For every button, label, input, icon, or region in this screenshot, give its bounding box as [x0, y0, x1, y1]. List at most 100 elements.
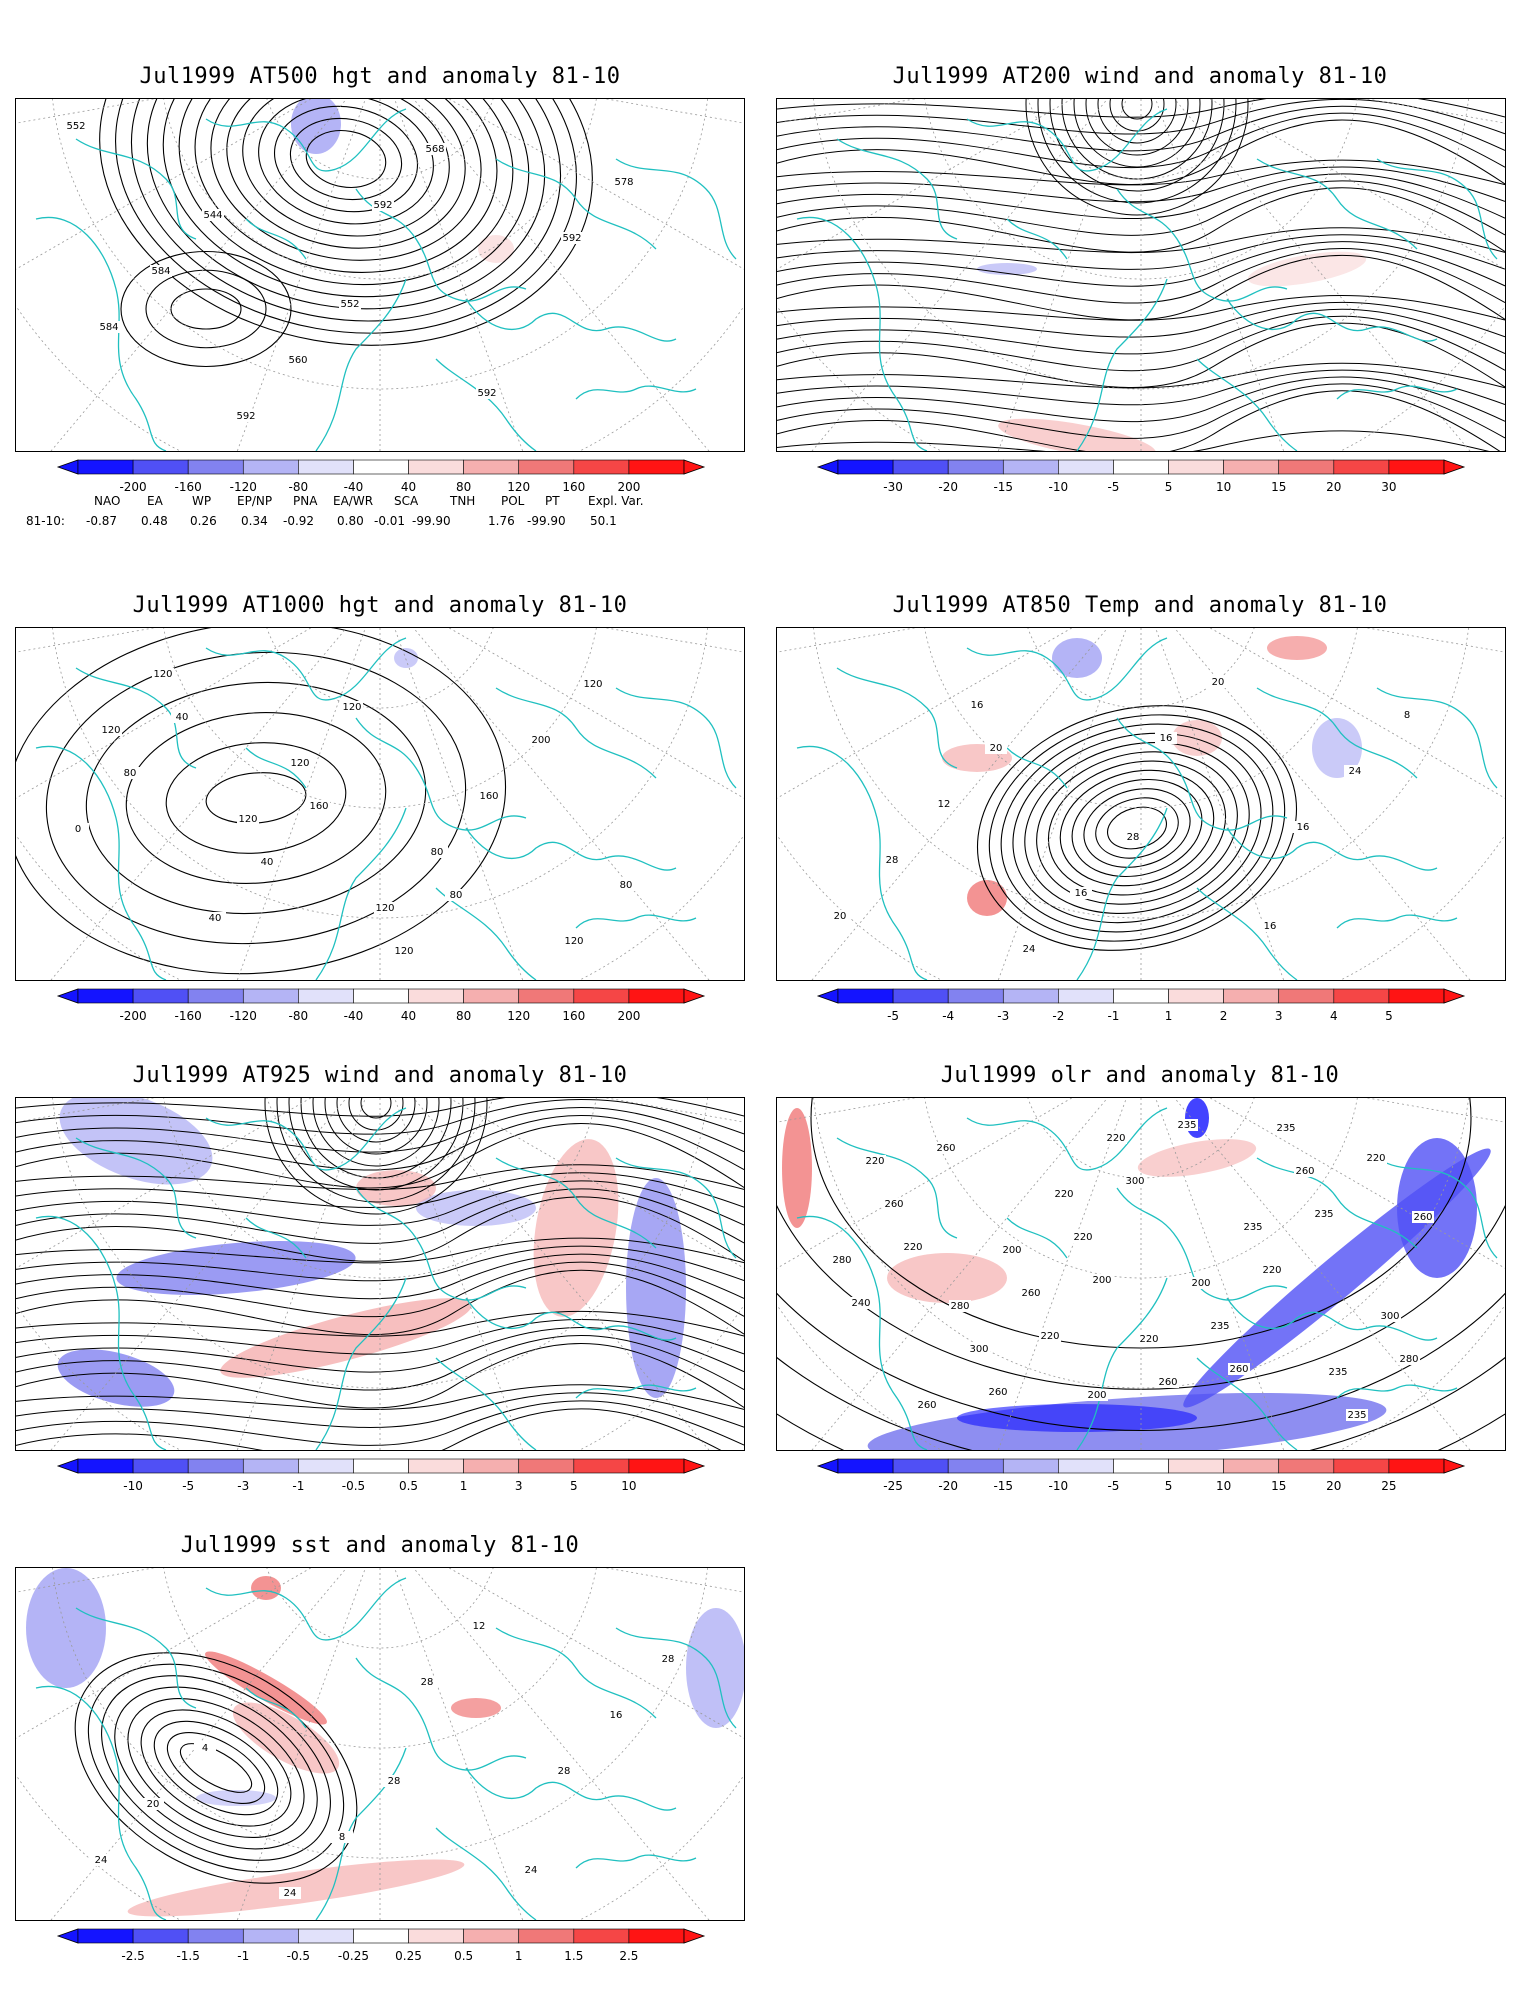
label-bg — [279, 1887, 301, 1899]
label-bg — [383, 1775, 405, 1787]
coastlines — [796, 1107, 1498, 1450]
streamlines — [16, 1098, 744, 1450]
label-bg — [289, 757, 311, 769]
index-value: 0.48 — [141, 514, 168, 528]
label-bg — [987, 1386, 1009, 1398]
anomaly-shade — [205, 1651, 327, 1725]
colorbar-arrow-left — [56, 1928, 79, 1944]
colorbar-swatch — [518, 1928, 575, 1944]
label-bg — [308, 800, 330, 812]
colorbar-swatch — [892, 988, 949, 1004]
colorbar-swatch — [132, 1458, 189, 1474]
colorbar-swatch — [1278, 988, 1335, 1004]
contour-label: 20 — [147, 1799, 160, 1810]
label-bg — [1207, 676, 1229, 688]
label-bg — [1124, 1175, 1146, 1187]
label-bg — [339, 298, 361, 310]
label-bg — [985, 742, 1007, 754]
label-bg — [1327, 1366, 1349, 1378]
map-wind925 — [15, 1097, 745, 1451]
colorbar-tick-label: 40 — [400, 1009, 417, 1023]
anomaly-shade — [1267, 636, 1327, 660]
label-bg — [424, 143, 446, 155]
contour-label: 560 — [288, 355, 307, 366]
contour-label: 592 — [562, 233, 581, 244]
contour-label: 240 — [851, 1298, 870, 1309]
contour-label: 584 — [151, 266, 170, 277]
index-value: 0.80 — [337, 514, 364, 528]
label-bg — [171, 711, 193, 723]
panel-title: Jul1999 sst and anomaly 81-10 — [180, 1533, 580, 1558]
contour-label: 120 — [290, 758, 309, 769]
contour-label: 28 — [388, 1776, 401, 1787]
contour-label: 120 — [238, 814, 257, 825]
map-canvas: 20 28 16 8 12 16 20 24 28 24 16 16 20 16 — [777, 628, 1505, 980]
label-bg — [1412, 1211, 1434, 1223]
anomaly-shade — [957, 1404, 1197, 1432]
contour-label: 80 — [450, 890, 463, 901]
label-bg — [831, 1254, 853, 1266]
colorbar-tick-label: 1.5 — [564, 1949, 584, 1963]
colorbar-arrow-right — [1443, 1458, 1466, 1474]
anomaly-shade — [782, 1108, 812, 1228]
contour-lines — [976, 705, 1298, 951]
anomaly-shade — [1247, 251, 1367, 287]
colorbar-ticks: -2.5 -1.5 -1 -0.5 -0.25 0.25 0.5 1 1.5 2.5 — [58, 1949, 704, 1965]
label-bg — [393, 945, 415, 957]
colorbar-tick-label: -4 — [942, 1009, 955, 1023]
anomaly-shade — [998, 418, 1156, 451]
label-bg — [902, 1241, 924, 1253]
label-bg — [372, 199, 394, 211]
contour-lines — [74, 1652, 358, 1884]
anomaly-shade — [26, 1568, 106, 1688]
index-value: -99.90 — [527, 514, 566, 528]
contour-label: 24 — [95, 1855, 108, 1866]
colorbar-sst: -2.5 -1.5 -1 -0.5 -0.25 0.25 0.5 1 1.5 2.5 — [56, 1928, 706, 1967]
teleconnection-indices: NAO EA WP EP/NP PNA EA/WR SCA TNH POL PT… — [0, 494, 760, 534]
contour-label: 4 — [202, 1743, 208, 1754]
label-bg — [1379, 1310, 1401, 1322]
colorbar-swatch — [518, 459, 575, 475]
contour-label: 220 — [1073, 1232, 1092, 1243]
contour-lines — [120, 250, 292, 368]
colorbar-swatch — [187, 1928, 244, 1944]
colorbar-tick-label: 2 — [1219, 1009, 1228, 1023]
colorbar-tick-label: -20 — [938, 480, 958, 494]
colorbar-tick-label: 0.5 — [398, 1479, 419, 1493]
colorbar-swatch — [573, 988, 630, 1004]
label-bg — [287, 354, 309, 366]
contour-label: 584 — [99, 322, 118, 333]
colorbar-swatch — [463, 1458, 520, 1474]
colorbar-tick-label: 15 — [1271, 480, 1287, 494]
anomaly-shade — [291, 99, 341, 154]
anomaly-shade — [1185, 1098, 1209, 1138]
colorbar-swatch — [353, 1928, 409, 1944]
index-row-label: 81-10: — [26, 514, 65, 528]
panel-title: Jul1999 olr and anomaly 81-10 — [940, 1063, 1340, 1088]
index-header: SCA — [394, 494, 419, 508]
colorbar-tick-label: 2.5 — [619, 1949, 639, 1963]
panel-sst: Jul1999 sst and anomaly 81-10 28 24 28 4 8 12… — [0, 1485, 760, 1985]
colorbar-tick-label: 3 — [1274, 1009, 1283, 1023]
contour-label: 200 — [531, 735, 550, 746]
colorbar-arrow-left — [816, 988, 839, 1004]
label-bg — [445, 889, 467, 901]
contour-label: 235 — [1347, 1410, 1366, 1421]
contour-label: 220 — [1139, 1334, 1158, 1345]
colorbar-tick-label: 10 — [1215, 1479, 1232, 1493]
colorbar-ticks: -200 -160 -120 -80 -40 40 80 120 160 200 — [58, 480, 704, 496]
colorbar-tick-label: 5 — [1164, 1479, 1173, 1493]
contour-label: 80 — [124, 768, 137, 779]
colorbar-arrow-left — [816, 1458, 839, 1474]
map-canvas — [16, 1098, 744, 1450]
colorbar-swatch — [463, 988, 520, 1004]
label-bg — [1398, 1353, 1420, 1365]
label-bg — [468, 1620, 490, 1632]
contour-label: 300 — [969, 1344, 988, 1355]
colorbar-tick-label: -3 — [997, 1009, 1010, 1023]
contour-label: 24 — [525, 1865, 538, 1876]
colorbar-swatches — [56, 1928, 706, 1944]
contour-label: 220 — [903, 1242, 922, 1253]
contour-label: 220 — [1366, 1153, 1385, 1164]
contour-label: 120 — [583, 679, 602, 690]
